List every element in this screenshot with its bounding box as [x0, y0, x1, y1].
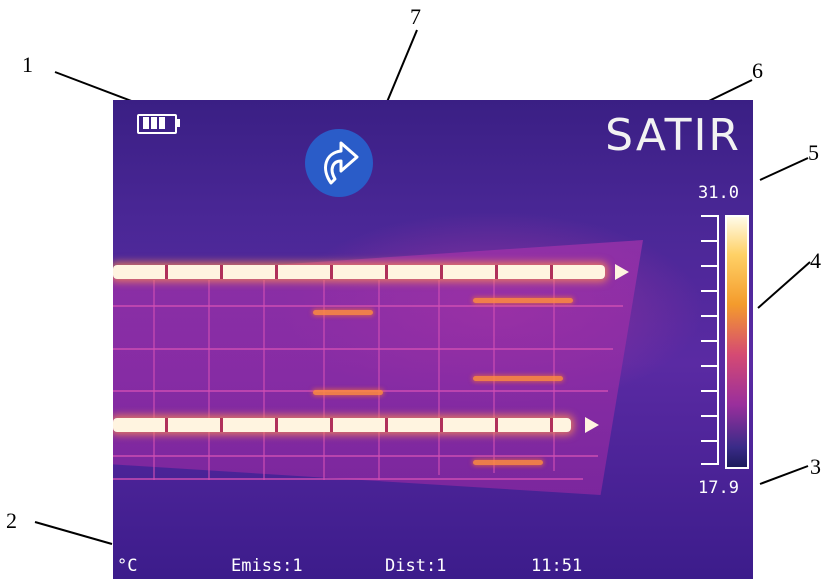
battery-icon — [137, 114, 181, 134]
callout-4: 4 — [810, 248, 821, 273]
thermal-screen: SATIR 31.0 17.9 °C Emiss:1 Dist:1 11:51 — [113, 100, 753, 579]
callout-2: 2 — [6, 508, 17, 533]
share-button[interactable] — [305, 129, 373, 197]
callout-1: 1 — [22, 52, 33, 77]
distance-readout: Dist:1 — [385, 556, 447, 576]
leader-2 — [34, 521, 113, 545]
unit-label: °C — [117, 556, 138, 576]
status-bar: °C Emiss:1 Dist:1 11:51 — [113, 551, 753, 579]
heater-tube-top — [113, 265, 605, 279]
heater-tube-bottom — [113, 418, 571, 432]
scale-min-temp: 17.9 — [698, 478, 739, 498]
leader-4 — [757, 261, 811, 309]
curved-arrow-icon — [324, 141, 359, 185]
callout-3: 3 — [810, 454, 821, 479]
clock-readout: 11:51 — [531, 556, 583, 576]
callout-6: 6 — [752, 58, 763, 83]
callout-5: 5 — [808, 140, 819, 165]
brand-logo: SATIR — [605, 110, 741, 161]
emissivity-readout: Emiss:1 — [231, 556, 303, 576]
scale-ticks — [701, 215, 721, 465]
leader-3 — [759, 465, 809, 485]
callout-7: 7 — [410, 4, 421, 29]
leader-5 — [759, 157, 809, 181]
scale-max-temp: 31.0 — [698, 183, 739, 203]
color-scale-bar — [725, 215, 749, 469]
